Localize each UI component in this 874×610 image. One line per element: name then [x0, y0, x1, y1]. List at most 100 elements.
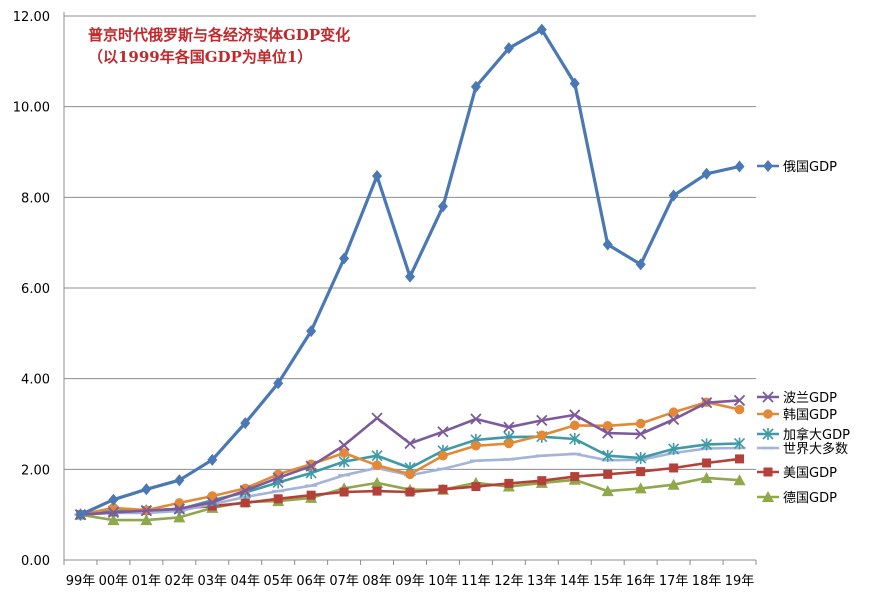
data-point	[702, 458, 712, 468]
x-tick-label: 05年	[263, 574, 293, 589]
data-point	[173, 503, 185, 515]
data-point	[601, 485, 614, 497]
data-point	[339, 448, 349, 458]
legend-item-1: 波兰GDP	[757, 391, 837, 406]
data-point	[372, 486, 382, 496]
data-point	[405, 469, 415, 480]
x-tick-label: 18年	[692, 574, 722, 589]
data-point	[537, 476, 547, 486]
data-point	[437, 200, 448, 213]
data-point	[305, 460, 317, 472]
x-tick-label: 17年	[659, 574, 689, 589]
x-tick-label: 13年	[527, 574, 557, 589]
series-0	[75, 23, 745, 521]
y-tick-label: 2.00	[21, 463, 50, 478]
data-point	[273, 494, 283, 504]
data-point	[371, 449, 383, 462]
legend-label: 韩国GDP	[783, 408, 837, 423]
legend-item-5: 美国GDP	[757, 466, 837, 481]
data-point	[372, 460, 382, 471]
x-tick-label: 06年	[296, 574, 326, 589]
x-tick-label: 08年	[362, 574, 392, 589]
data-point	[635, 452, 647, 464]
data-point	[701, 438, 713, 451]
data-point	[763, 409, 773, 419]
data-point	[735, 454, 745, 464]
data-point	[569, 420, 580, 431]
data-point	[762, 391, 774, 403]
data-point	[207, 453, 218, 466]
data-point	[536, 414, 548, 427]
y-tick-label: 8.00	[21, 191, 50, 206]
legend-item-4: 世界大多数	[757, 441, 848, 457]
data-point	[239, 485, 251, 497]
x-tick-label: 19年	[725, 574, 755, 589]
data-point	[272, 472, 284, 484]
chart-subtitle: （以1999年各国GDP为单位1）	[88, 48, 312, 66]
x-tick-label: 00年	[99, 574, 129, 589]
data-point	[602, 238, 613, 251]
data-point	[569, 77, 580, 90]
x-tick-label: 14年	[560, 574, 590, 589]
legend-item-3: 加拿大GDP	[757, 427, 850, 443]
data-point	[569, 432, 581, 445]
data-point	[668, 407, 679, 418]
data-point	[107, 506, 120, 519]
data-point	[602, 449, 614, 462]
data-point	[669, 463, 679, 473]
x-tick-label: 99年	[66, 574, 96, 589]
series-layer	[74, 23, 746, 526]
data-point	[762, 428, 774, 440]
data-point	[537, 430, 547, 441]
y-tick-label: 10.00	[13, 101, 50, 116]
x-tick-label: 16年	[626, 574, 656, 589]
data-point	[763, 467, 773, 477]
data-point	[371, 412, 383, 424]
data-point	[734, 160, 745, 173]
data-point	[668, 442, 680, 455]
data-point	[504, 478, 514, 488]
data-point	[602, 427, 614, 439]
data-point	[701, 167, 712, 180]
data-point	[437, 426, 449, 438]
data-point	[503, 421, 515, 433]
data-point	[470, 80, 481, 93]
data-point	[570, 472, 580, 482]
data-point	[470, 413, 482, 425]
x-tick-label: 07年	[329, 574, 359, 589]
legend-label: 俄国GDP	[783, 160, 837, 175]
data-point	[240, 417, 251, 430]
x-tick-label: 03年	[198, 574, 228, 589]
data-point	[75, 508, 86, 521]
x-tick-label: 02年	[165, 574, 195, 589]
data-point	[635, 428, 647, 440]
x-tick-label: 01年	[132, 574, 162, 589]
data-point	[603, 469, 613, 479]
data-point	[733, 474, 746, 486]
data-point	[107, 514, 120, 526]
data-point	[438, 450, 448, 461]
data-point	[635, 418, 646, 429]
data-point	[471, 482, 481, 492]
data-point	[173, 511, 186, 523]
legend-item-0: 俄国GDP	[757, 160, 837, 175]
data-point	[174, 474, 185, 487]
data-point	[763, 160, 773, 172]
data-point	[700, 397, 713, 409]
data-point	[339, 487, 349, 497]
legend-label: 美国GDP	[783, 466, 837, 481]
data-point	[634, 482, 647, 494]
data-point	[141, 483, 152, 496]
data-point	[405, 487, 415, 497]
legend-label: 德国GDP	[783, 491, 837, 506]
data-point	[667, 413, 680, 426]
data-point	[206, 496, 218, 509]
data-point	[438, 484, 448, 494]
data-point	[635, 258, 646, 271]
y-tick-label: 0.00	[21, 554, 50, 569]
data-point	[306, 490, 316, 500]
legend-label: 波兰GDP	[783, 391, 837, 406]
y-tick-label: 6.00	[21, 282, 50, 297]
